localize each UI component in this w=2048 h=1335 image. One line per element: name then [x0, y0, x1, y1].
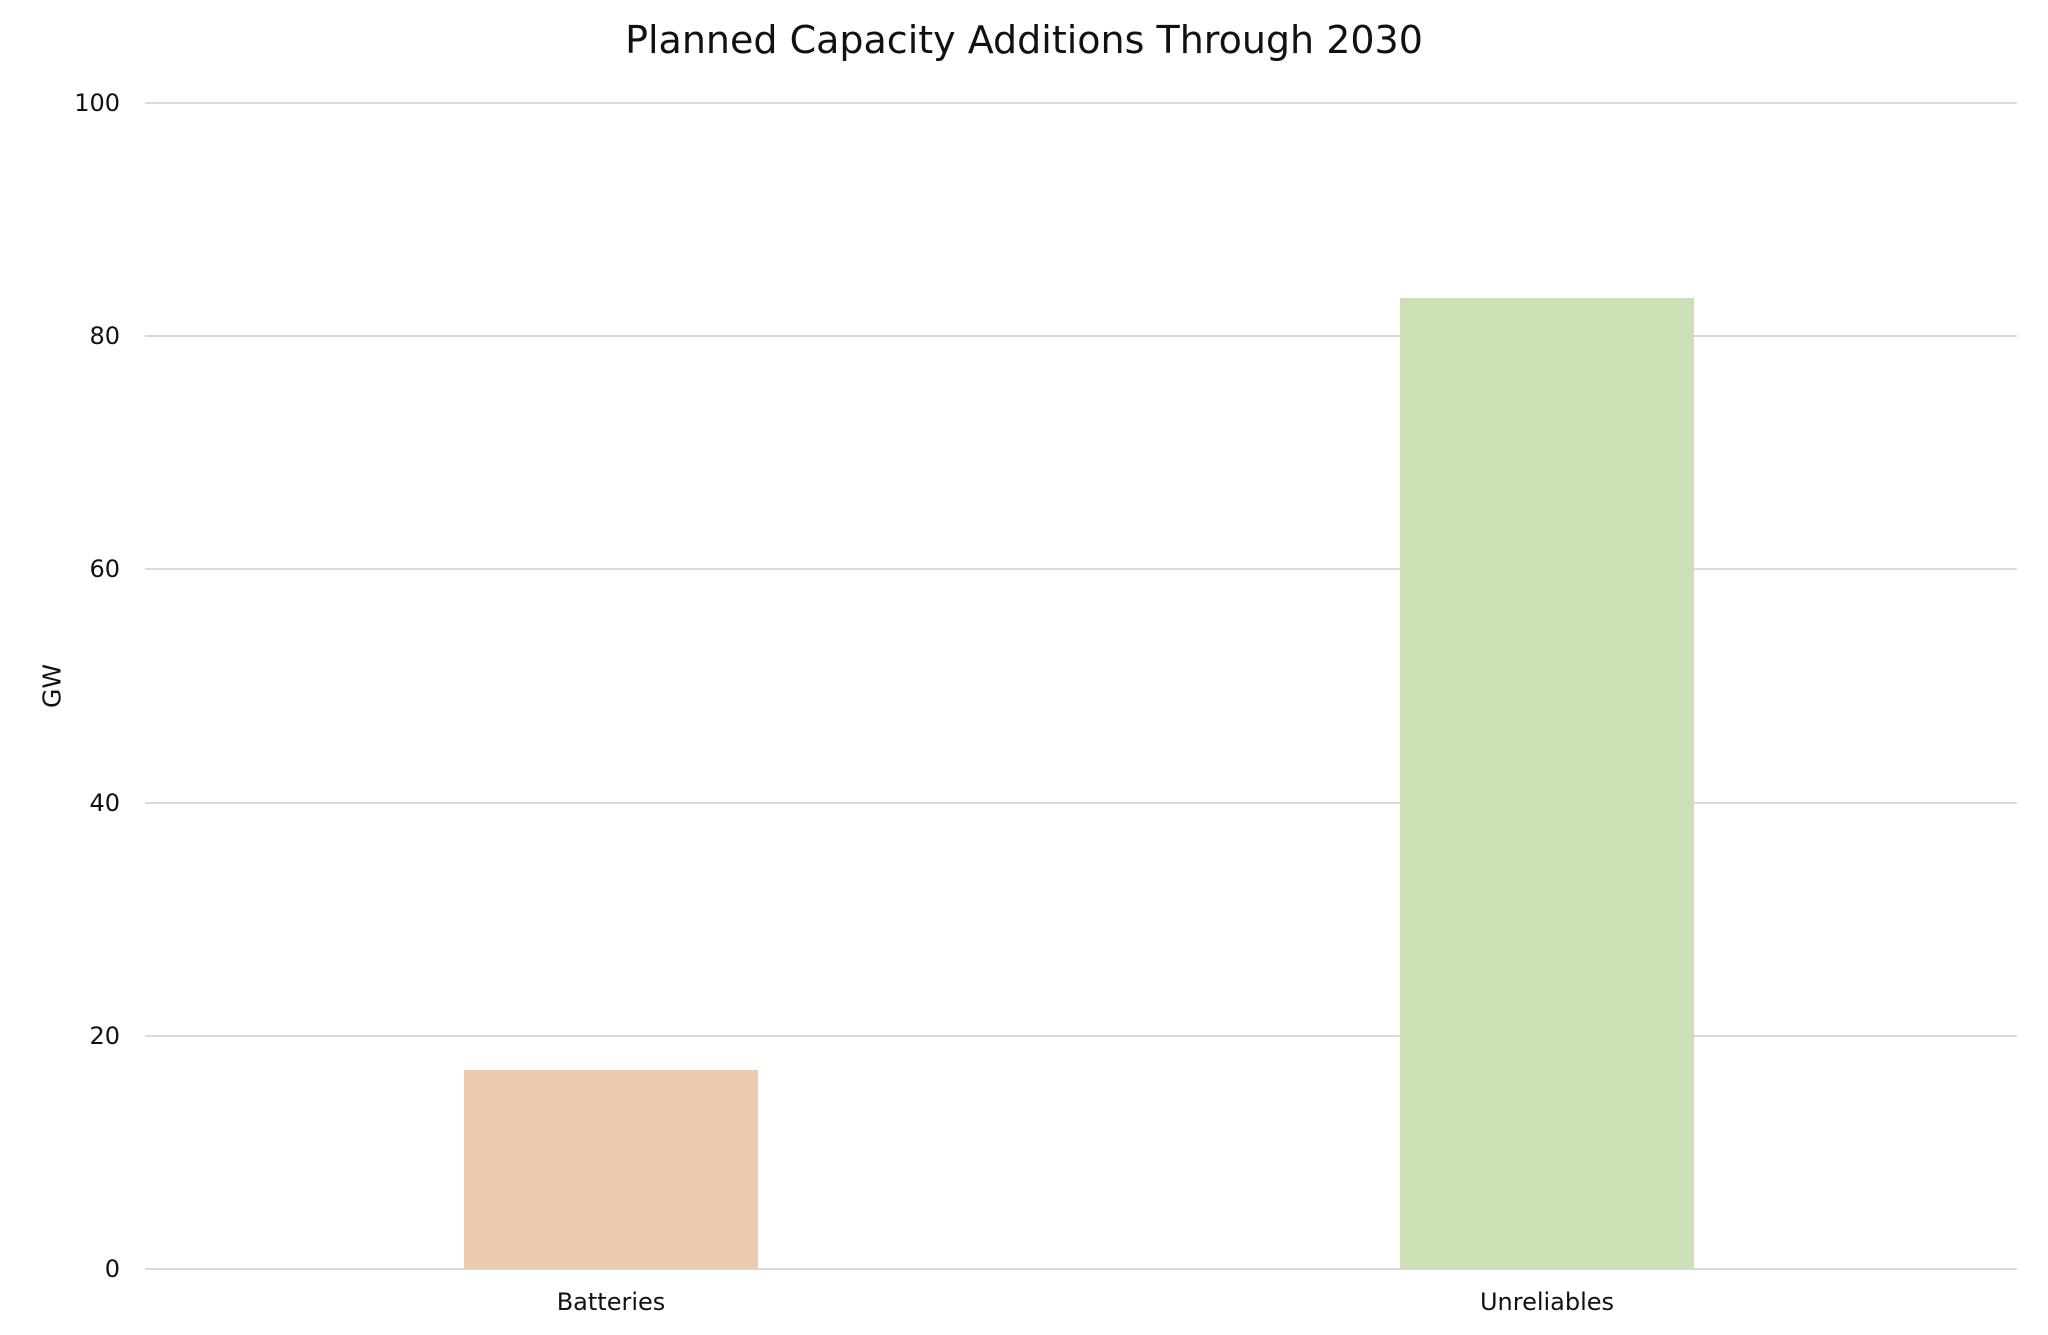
y-tick-label: 0 [104, 1255, 120, 1283]
gridline [145, 1034, 2017, 1037]
y-tick-label: 80 [89, 322, 120, 351]
bar-unreliables [1400, 297, 1694, 1269]
gridline [145, 568, 2017, 571]
x-tick-label: Unreliables [1479, 1288, 1615, 1316]
chart-title: Planned Capacity Additions Through 2030 [625, 18, 1423, 62]
gridline [145, 102, 2017, 104]
gridline [145, 801, 2017, 804]
plot-area: 0 20 40 60 80 100 Batteries Unreliables [74, 89, 2017, 1316]
y-tick-label: 60 [89, 555, 120, 584]
y-tick-label: 40 [89, 788, 120, 817]
y-tick-label: 100 [74, 89, 120, 117]
y-axis-label: GW [37, 663, 67, 709]
gridline [145, 1268, 2017, 1270]
bar-batteries [464, 1069, 758, 1269]
x-tick-label: Batteries [556, 1288, 666, 1316]
gridline [145, 335, 2017, 338]
y-tick-label: 20 [89, 1021, 120, 1050]
